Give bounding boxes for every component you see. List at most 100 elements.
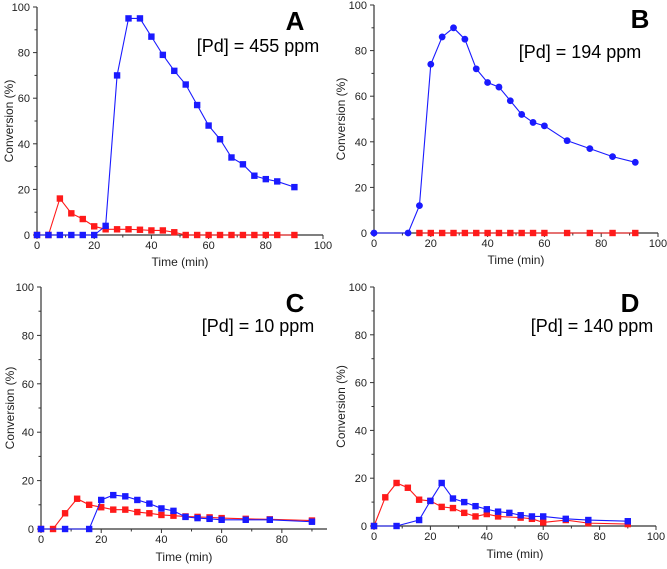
- y-tick-label: 60: [355, 91, 367, 103]
- data-point-red: [586, 229, 594, 237]
- data-point-red: [609, 229, 616, 237]
- data-point-blue: [404, 229, 412, 237]
- x-tick-label: 100: [314, 240, 332, 252]
- x-tick-label: 80: [593, 531, 605, 543]
- x-tick-label: 80: [260, 240, 272, 252]
- data-point-blue: [33, 231, 41, 239]
- y-tick-label: 20: [355, 182, 367, 194]
- data-point-red: [416, 229, 423, 237]
- data-point-blue: [624, 518, 631, 525]
- data-point-blue: [266, 516, 273, 524]
- data-point-blue: [472, 65, 480, 73]
- data-point-blue: [370, 522, 378, 530]
- x-tick-label: 20: [88, 240, 100, 252]
- data-point-red: [262, 231, 269, 239]
- y-axis-label: Conversion (%): [334, 365, 348, 448]
- x-tick-label: 80: [595, 238, 607, 250]
- data-point-blue: [61, 525, 69, 533]
- data-point-blue: [79, 231, 86, 239]
- data-point-blue: [68, 231, 75, 239]
- data-point-blue: [170, 507, 177, 515]
- data-point-red: [193, 231, 201, 239]
- panel-c: 0 20 40 60 80 0 20 40 60 80 100 Time (min) Conversio…: [3, 282, 327, 564]
- data-point-blue: [171, 67, 178, 75]
- panel-letter: A: [286, 6, 305, 36]
- data-point-red: [274, 231, 281, 239]
- data-point-red: [125, 226, 132, 233]
- data-point-blue: [461, 35, 469, 43]
- data-point-red: [136, 226, 144, 233]
- data-point-red: [171, 229, 178, 236]
- x-tick-label: 60: [538, 238, 550, 250]
- data-point-blue: [540, 513, 547, 520]
- data-point-red: [291, 231, 298, 239]
- data-point-blue: [308, 518, 316, 525]
- data-point-blue: [517, 512, 524, 519]
- data-point-red: [438, 503, 445, 511]
- data-point-red: [158, 511, 165, 519]
- data-point-blue: [239, 161, 247, 168]
- y-axis-label: Conversion (%): [334, 78, 348, 161]
- x-tick-label: 100: [649, 238, 667, 250]
- data-point-red: [122, 506, 129, 513]
- y-tick-label: 100: [349, 282, 367, 294]
- data-point-blue: [370, 229, 378, 237]
- data-point-blue: [472, 502, 479, 510]
- data-point-blue: [205, 122, 212, 129]
- data-point-blue: [91, 231, 98, 239]
- y-tick-label: 0: [361, 521, 367, 533]
- data-point-red: [91, 223, 98, 230]
- data-point-red: [85, 501, 93, 508]
- data-point-red: [251, 231, 258, 239]
- data-point-blue: [262, 175, 269, 183]
- data-point-red: [182, 231, 189, 239]
- data-point-blue: [37, 525, 45, 533]
- data-point-red: [134, 508, 141, 516]
- data-point-red: [113, 226, 121, 233]
- data-point-blue: [148, 33, 155, 40]
- x-axis-label: Time (min): [488, 253, 545, 267]
- panel-b: 0 20 40 60 80 100 0 20 40 60 80 100 Time (min) Conver…: [334, 0, 667, 267]
- data-point-blue: [609, 153, 616, 161]
- x-tick-label: 0: [371, 531, 377, 543]
- data-point-blue: [494, 508, 502, 515]
- data-point-red: [529, 229, 537, 237]
- pd-annotation: [Pd] = 194 ppm: [519, 42, 642, 62]
- x-axis-label: Time (min): [152, 255, 209, 269]
- data-point-red: [382, 494, 389, 501]
- data-point-blue: [85, 525, 93, 533]
- y-tick-label: 20: [355, 473, 367, 485]
- y-tick-label: 0: [24, 230, 30, 242]
- data-point-blue: [98, 496, 105, 504]
- data-point-blue: [113, 72, 121, 79]
- data-point-red: [159, 227, 167, 234]
- y-tick-label: 20: [18, 184, 30, 196]
- y-tick-label: 60: [355, 378, 367, 390]
- data-point-blue: [541, 122, 548, 130]
- x-tick-label: 40: [155, 534, 167, 546]
- data-point-red: [98, 504, 105, 511]
- data-point-red: [102, 226, 109, 233]
- data-point-blue: [146, 500, 153, 507]
- data-point-red: [415, 496, 423, 503]
- panel-letter: C: [286, 288, 305, 318]
- x-tick-label: 20: [95, 534, 107, 546]
- data-point-blue: [415, 516, 423, 524]
- data-point-blue: [102, 222, 109, 230]
- x-tick-label: 60: [202, 240, 214, 252]
- data-point-red: [473, 229, 480, 237]
- data-point-blue: [518, 111, 526, 118]
- data-point-blue: [274, 178, 281, 185]
- data-point-blue: [563, 137, 571, 145]
- y-tick-label: 0: [361, 228, 367, 240]
- data-point-red: [148, 227, 155, 234]
- data-point-blue: [242, 516, 249, 524]
- data-point-red: [461, 509, 468, 517]
- data-point-red: [427, 229, 434, 237]
- data-point-red: [484, 229, 491, 237]
- data-point-blue: [631, 158, 639, 166]
- data-point-blue: [218, 516, 225, 524]
- pd-annotation: [Pd] = 10 ppm: [202, 316, 315, 336]
- y-tick-label: 100: [12, 2, 30, 14]
- panel-d: 0 20 40 60 80 100 0 20 40 60 80 100 Time (min) Conver…: [334, 282, 665, 561]
